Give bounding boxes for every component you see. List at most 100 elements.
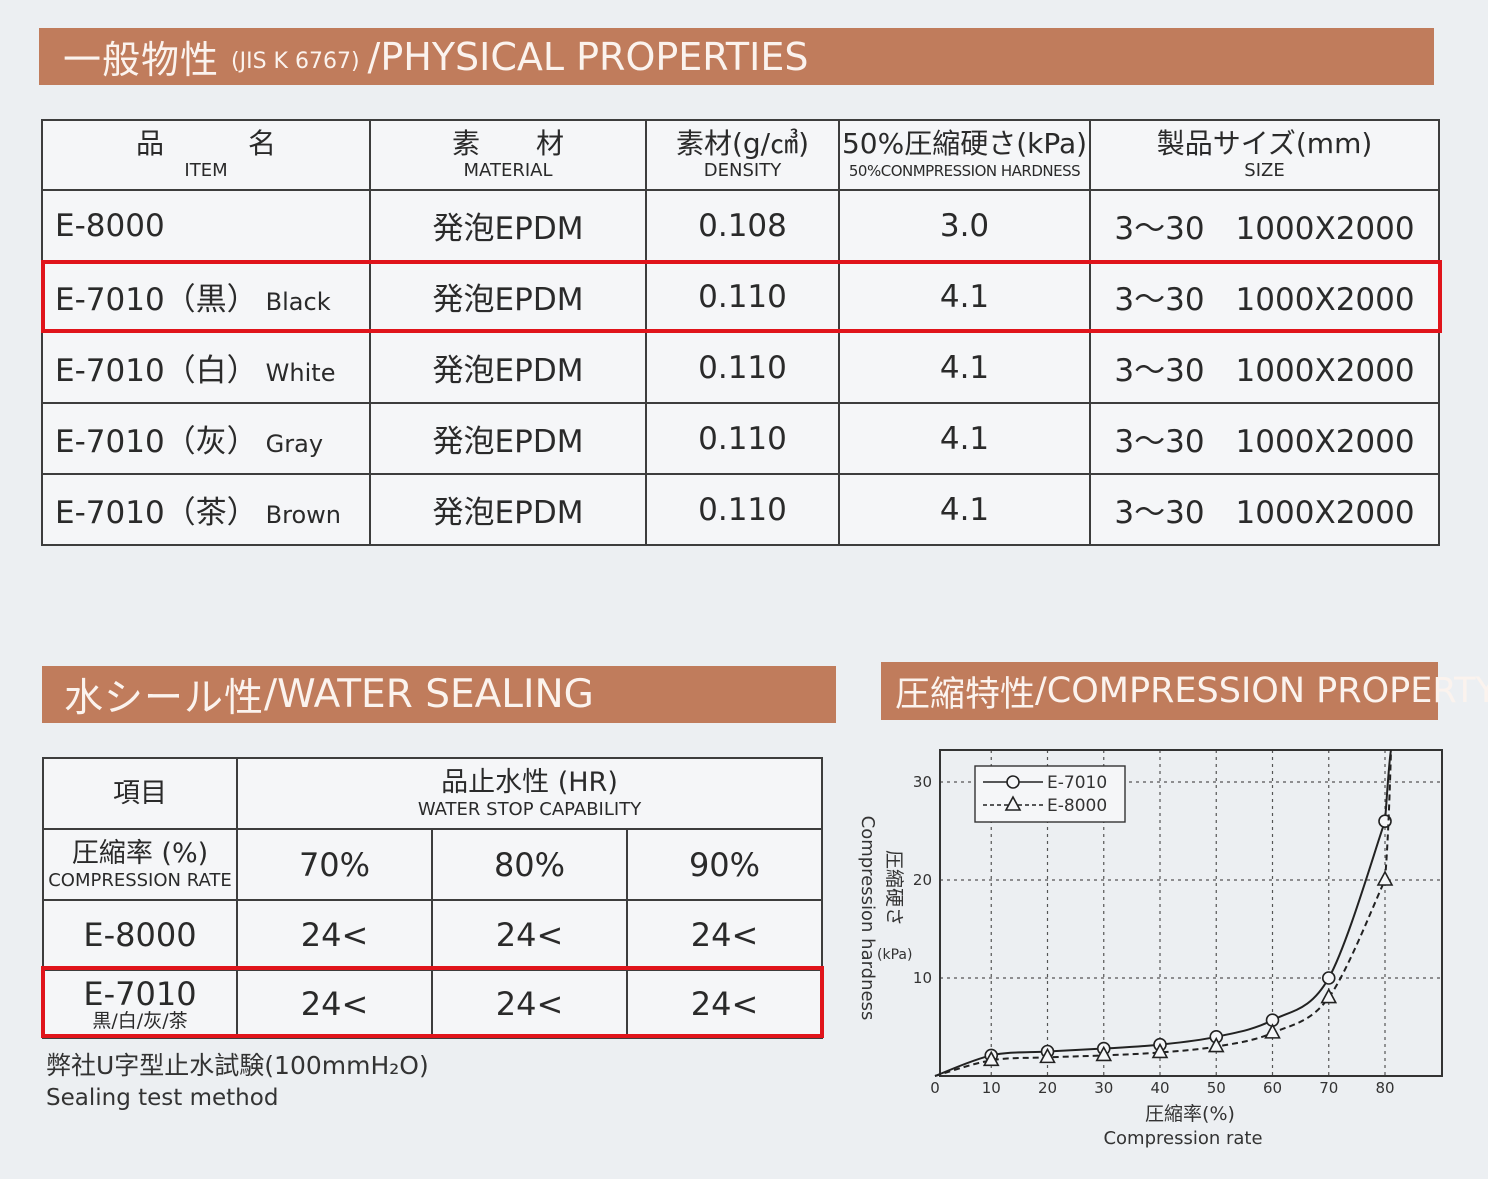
- table-header-row: 項目 品止水性 (HR) WATER STOP CAPABILITY: [42, 757, 823, 830]
- chart-legend: E-7010 E-8000: [974, 765, 1126, 823]
- triangle-marker: [1320, 987, 1338, 1004]
- highlight-e7010-black-row: [41, 260, 1442, 333]
- cell-hardness: 4.1: [838, 402, 1091, 475]
- triangle-marker: [982, 1050, 1000, 1067]
- cell-item: E-7010（白） White: [41, 331, 371, 404]
- cell-hardness: 3.0: [838, 189, 1091, 262]
- x-tick-label: 50: [1207, 1079, 1226, 1097]
- table-row: E-7010（茶） Brown 発泡EPDM 0.110 4.1 3～30 100…: [41, 473, 1440, 546]
- circle-marker: [1321, 971, 1336, 985]
- x-tick-label: 60: [1263, 1079, 1282, 1097]
- chart-ticks: 0 10 20 30 40 50 60 70 80 10 20 30: [913, 773, 1395, 1097]
- x-tick-label: 70: [1319, 1079, 1338, 1097]
- header-material: 素 材 MATERIAL: [369, 119, 647, 191]
- table-row: E-8000 24< 24< 24<: [42, 899, 823, 971]
- cell-material: 発泡EPDM: [369, 260, 647, 333]
- y-tick-label: 30: [913, 773, 932, 791]
- compression-property-banner: 圧縮特性 /COMPRESSION PROPERTY: [881, 662, 1488, 720]
- table-row: E-7010（白） White 発泡EPDM 0.110 4.1 3～30 100…: [41, 331, 1440, 404]
- table-row: 圧縮率 (%) COMPRESSION RATE 70% 80% 90%: [42, 828, 823, 901]
- cell-item: E-8000: [42, 899, 238, 971]
- physical-title-en: /PHYSICAL PROPERTIES: [367, 34, 809, 79]
- triangle-marker: [1039, 1047, 1056, 1064]
- y-axis-label-en: Compression hardness: [857, 816, 878, 1021]
- y-tick-label: 10: [913, 969, 932, 987]
- water-sealing-table: 項目 品止水性 (HR) WATER STOP CAPABILITY 圧縮率 (%…: [42, 757, 823, 1039]
- legend-box: [974, 765, 1126, 823]
- physical-properties-table: 品 名 ITEM 素 材 MATERIAL 素材(g/㎤) DENSITY 50%圧縮…: [41, 119, 1440, 546]
- physical-properties-banner: 一般物性 (JIS K 6767) /PHYSICAL PROPERTIES: [39, 28, 1434, 85]
- cell-density: 0.110: [645, 331, 840, 404]
- table-row: E-7010（灰） Gray 発泡EPDM 0.110 4.1 3～30 1000…: [41, 402, 1440, 475]
- legend-label: E-7010: [1047, 773, 1107, 793]
- cell-size: 3～30 1000X2000: [1089, 473, 1440, 546]
- cell-size: 3～30 1000X2000: [1089, 331, 1440, 404]
- y-axis-label-jp: 圧縮硬さ: [883, 850, 905, 926]
- plot-frame: [939, 749, 1443, 1077]
- x-tick-label: 0: [930, 1079, 940, 1097]
- compression-title-jp: 圧縮特性: [895, 674, 1036, 715]
- header-hardness: 50%圧縮硬さ(kPa) 50%CONMPRESSION HARDNESS: [838, 119, 1091, 191]
- cell-rate: 70%: [236, 828, 433, 901]
- compression-title-en: /COMPRESSION PROPERTY: [1035, 671, 1488, 711]
- cell-item: E-7010 黒/白/灰/茶: [42, 969, 238, 1039]
- x-axis-label-jp: 圧縮率(%): [1145, 1103, 1235, 1125]
- triangle-marker: [1207, 1036, 1225, 1053]
- cell-hardness: 4.1: [838, 260, 1091, 333]
- x-tick-label: 40: [1150, 1079, 1169, 1097]
- header-density: 素材(g/㎤) DENSITY: [645, 119, 840, 191]
- x-tick-label: 20: [1038, 1079, 1057, 1097]
- cell-material: 発泡EPDM: [369, 331, 647, 404]
- chart-axes: [939, 749, 1443, 1077]
- triangle-marker: [1095, 1045, 1113, 1062]
- cell-hardness: 4.1: [838, 331, 1091, 404]
- triangle-marker: [1264, 1023, 1281, 1039]
- x-axis-label-en: Compression rate: [1103, 1128, 1262, 1149]
- x-tick-label: 80: [1375, 1079, 1394, 1097]
- cell-item: E-7010（茶） Brown: [41, 473, 371, 546]
- cell-rate: 80%: [431, 828, 628, 901]
- cell-value: 24<: [431, 899, 628, 971]
- cell-material: 発泡EPDM: [369, 402, 647, 475]
- x-tick-label: 10: [982, 1079, 1001, 1097]
- test-method-note-jp: 弊社U字型止水試験(100mmH₂O): [46, 1051, 429, 1080]
- x-tick-label: 30: [1094, 1079, 1113, 1097]
- physical-title-jp: 一般物性: [63, 38, 220, 82]
- cell-material: 発泡EPDM: [369, 473, 647, 546]
- y-axis-unit: (kPa): [877, 947, 912, 963]
- water-sealing-banner: 水シール性 /WATER SEALING: [42, 666, 836, 723]
- cell-compression-rate-label: 圧縮率 (%) COMPRESSION RATE: [42, 828, 238, 901]
- table-header-row: 品 名 ITEM 素 材 MATERIAL 素材(g/㎤) DENSITY 50%圧縮…: [41, 119, 1440, 191]
- highlight-e7010-water-row: [41, 966, 824, 1038]
- cell-value: 24<: [626, 969, 823, 1039]
- cell-size: 3～30 1000X2000: [1089, 260, 1440, 333]
- table-row: E-8000 発泡EPDM 0.108 3.0 3～30 1000X2000: [41, 189, 1440, 262]
- cell-value: 24<: [236, 899, 433, 971]
- physical-title-std: (JIS K 6767): [231, 49, 360, 74]
- cell-value: 24<: [431, 969, 628, 1039]
- compression-chart: 0 10 20 30 40 50 60 70 80 10 20 30 E-7010 E-8000 圧縮率…: [857, 749, 1443, 1149]
- water-title-jp: 水シール性: [64, 675, 265, 721]
- header-item: 項目: [42, 757, 238, 830]
- legend-label: E-8000: [1047, 796, 1107, 816]
- cell-hardness: 4.1: [838, 473, 1091, 546]
- water-title-en: /WATER SEALING: [264, 672, 594, 717]
- triangle-marker: [1004, 795, 1022, 811]
- cell-material: 発泡EPDM: [369, 189, 647, 262]
- cell-item: E-7010（黒） Black: [41, 260, 371, 333]
- test-method-note-en: Sealing test method: [46, 1085, 279, 1111]
- chart-grid: [940, 750, 1442, 1076]
- header-water-stop: 品止水性 (HR) WATER STOP CAPABILITY: [236, 757, 823, 830]
- circle-marker: [1006, 775, 1020, 789]
- cell-value: 24<: [236, 969, 433, 1039]
- cell-value: 24<: [626, 899, 823, 971]
- chart-lines: [934, 749, 1394, 1077]
- triangle-marker: [1376, 870, 1394, 886]
- triangle-marker: [1151, 1042, 1169, 1059]
- header-size: 製品サイズ(mm) SIZE: [1089, 119, 1440, 191]
- cell-size: 3～30 1000X2000: [1089, 402, 1440, 475]
- table-row: E-7010 黒/白/灰/茶 24< 24< 24<: [42, 969, 823, 1039]
- cell-size: 3～30 1000X2000: [1089, 189, 1440, 262]
- cell-rate: 90%: [626, 828, 823, 901]
- y-tick-label: 20: [913, 871, 932, 889]
